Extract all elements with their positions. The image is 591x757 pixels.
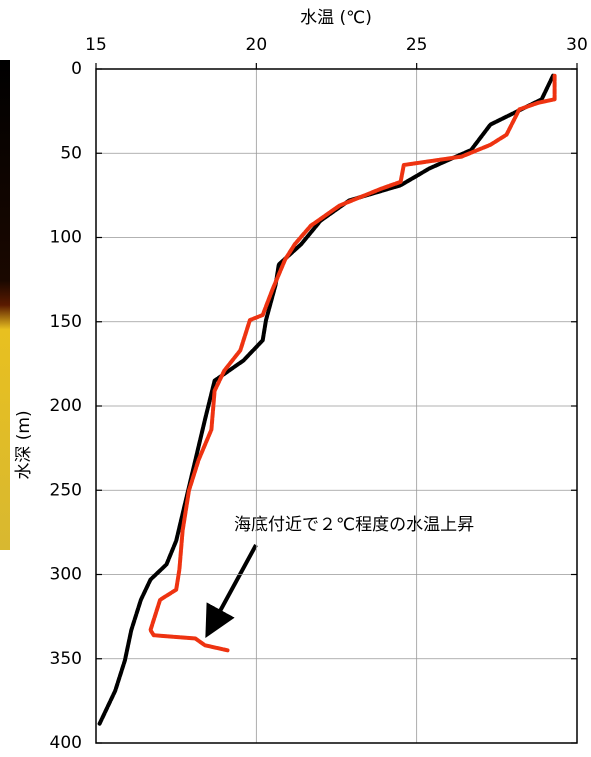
annotation: 海底付近で２℃程度の水温上昇	[234, 515, 474, 535]
y-axis-label: 水深 (m)	[14, 410, 34, 479]
x-tick-label: 15	[85, 35, 107, 55]
y-tick-label: 250	[50, 480, 82, 500]
y-tick-label: 0	[71, 59, 82, 79]
y-tick-label: 200	[50, 396, 82, 416]
y-tick-label: 150	[50, 312, 82, 332]
series-line	[151, 76, 555, 651]
x-tick-label: 25	[406, 35, 428, 55]
y-tick-label: 100	[50, 228, 82, 248]
x-tick-label: 30	[566, 35, 588, 55]
y-tick-label: 300	[50, 565, 82, 585]
y-tick-label: 400	[50, 733, 82, 753]
chart: 水温 (℃) 水深 (m) 海底付近で２℃程度の水温上昇 15202530050…	[0, 0, 591, 753]
series-line	[99, 76, 553, 725]
x-axis-label: 水温 (℃)	[300, 8, 372, 28]
annotation-arrow	[213, 545, 256, 624]
image-fragment	[0, 60, 10, 550]
y-tick-label: 50	[60, 143, 82, 163]
y-tick-label: 350	[50, 649, 82, 669]
x-tick-label: 20	[246, 35, 268, 55]
